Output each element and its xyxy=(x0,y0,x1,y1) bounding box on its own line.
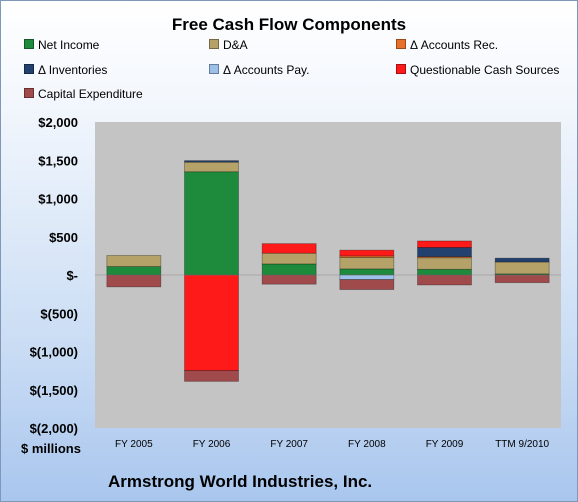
legend-swatch xyxy=(24,39,34,49)
legend-swatch xyxy=(24,88,34,98)
bar-segment xyxy=(106,255,162,267)
bar-segment xyxy=(417,247,472,258)
y-tick-label: $(1,500) xyxy=(30,383,78,398)
bar-segment xyxy=(106,266,162,276)
bar-segment xyxy=(261,274,317,285)
legend-label: D&A xyxy=(223,38,248,52)
bar-segment xyxy=(261,263,317,276)
y-tick-label: $2,000 xyxy=(38,115,78,130)
bar-segment xyxy=(184,160,239,163)
legend-swatch xyxy=(24,64,34,74)
bar-segment xyxy=(339,279,395,290)
bar-segment xyxy=(417,274,472,286)
bar-segment xyxy=(106,274,162,288)
legend-item: Δ Accounts Pay. xyxy=(209,63,310,77)
x-tick-label: TTM 9/2010 xyxy=(495,439,549,450)
bar-segment xyxy=(494,257,550,263)
bar-segment xyxy=(339,249,395,257)
bar-segment xyxy=(184,370,239,382)
legend-swatch xyxy=(396,39,406,49)
legend-label: Capital Expenditure xyxy=(38,87,143,101)
x-tick-label: FY 2007 xyxy=(270,439,308,450)
legend-swatch xyxy=(209,64,219,74)
legend-swatch xyxy=(396,64,406,74)
bar-segment xyxy=(339,268,395,276)
x-tick-label: FY 2005 xyxy=(115,439,153,450)
bar-segment xyxy=(339,257,395,270)
y-tick-label: $(500) xyxy=(40,306,78,321)
y-tick-label: $1,500 xyxy=(38,153,78,168)
legend-label: Questionable Cash Sources xyxy=(410,63,560,77)
bar-segment xyxy=(184,171,239,276)
bar-segment xyxy=(417,257,472,270)
bar-segment xyxy=(261,243,317,254)
y-axis-units-label: $ millions xyxy=(21,441,81,456)
legend-item: Net Income xyxy=(24,38,99,52)
legend-item: Δ Inventories xyxy=(24,63,107,77)
y-tick-label: $(1,000) xyxy=(30,345,78,360)
legend-item: Questionable Cash Sources xyxy=(396,63,559,77)
bar-segment xyxy=(494,261,550,275)
chart-subtitle: Armstrong World Industries, Inc. xyxy=(108,472,373,491)
legend-item: D&A xyxy=(209,38,248,52)
legend-label: Δ Accounts Rec. xyxy=(410,38,499,52)
bar-segment xyxy=(184,274,239,372)
x-tick-label: FY 2008 xyxy=(348,439,386,450)
x-tick-label: FY 2006 xyxy=(193,439,231,450)
bar-segment xyxy=(417,240,472,248)
bar-segment xyxy=(184,161,239,173)
legend-label: Δ Inventories xyxy=(38,63,108,77)
bar-segment xyxy=(417,268,472,276)
x-tick-label: FY 2009 xyxy=(426,439,464,450)
y-tick-label: $1,000 xyxy=(38,192,78,207)
chart-title: Free Cash Flow Components xyxy=(171,15,407,34)
legend-item: Δ Accounts Rec. xyxy=(396,38,498,52)
bar-segment xyxy=(339,274,395,280)
legend-label: Δ Accounts Pay. xyxy=(223,63,310,77)
y-tick-label: $- xyxy=(66,268,78,283)
legend-swatch xyxy=(209,39,219,49)
y-tick-label: $500 xyxy=(49,230,78,245)
bar-segment xyxy=(494,274,550,284)
legend-item: Capital Expenditure xyxy=(24,87,143,101)
y-tick-label: $(2,000) xyxy=(30,421,78,436)
bar-segment xyxy=(261,252,317,265)
legend-label: Net Income xyxy=(38,38,100,52)
